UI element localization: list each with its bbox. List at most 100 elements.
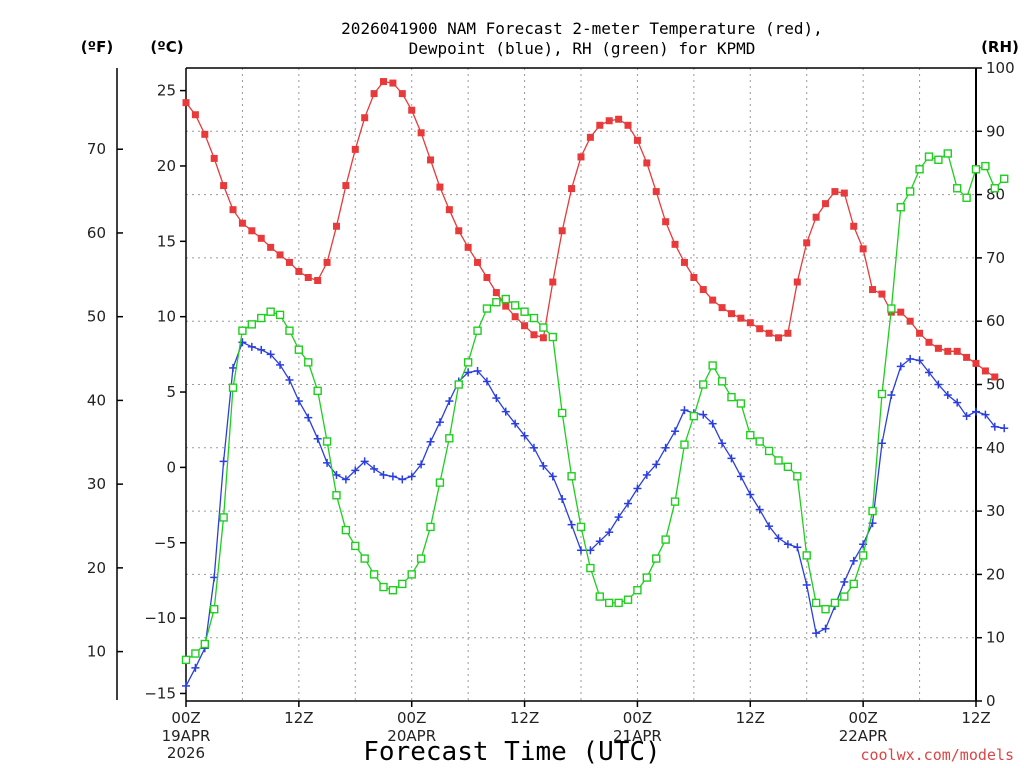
rh-point	[219, 513, 228, 522]
temperature-point	[709, 296, 717, 304]
temperature-point	[210, 154, 218, 162]
fahrenheit-tick-label: 70	[87, 140, 106, 158]
temperature-point	[737, 314, 745, 322]
rh-point	[830, 598, 840, 608]
temperature-point	[944, 347, 952, 355]
rh-point	[1000, 174, 1009, 183]
dewpoint-point	[755, 505, 764, 514]
rh-point	[510, 301, 520, 310]
celsius-tick-label: 20	[157, 157, 176, 175]
temperature-point	[502, 302, 510, 310]
rh-point	[849, 579, 858, 589]
temperature-point	[427, 156, 435, 164]
credit-text: coolwx.com/models	[860, 746, 1014, 764]
time-tick-label: 00Z	[171, 709, 200, 727]
dewpoint-point	[765, 522, 774, 531]
temperature-point	[276, 251, 284, 259]
dewpoint-point	[746, 490, 755, 499]
time-tick-label: 12Z	[736, 709, 765, 727]
temperature-point	[445, 206, 453, 214]
rh-point	[981, 161, 990, 171]
chart-title-line1: 2026041900 NAM Forecast 2-meter Temperat…	[341, 19, 823, 38]
dewpoint-point	[671, 427, 680, 436]
time-tick-year: 2026	[167, 744, 205, 762]
dewpoint-point	[633, 484, 642, 493]
dewpoint-point	[727, 454, 736, 463]
dewpoint-point	[783, 540, 792, 549]
dewpoint-point	[577, 546, 585, 555]
temperature-point	[398, 90, 406, 98]
temperature-point	[380, 78, 387, 86]
rh-point	[539, 323, 548, 332]
rh-point	[821, 605, 830, 614]
temperature-point	[191, 111, 199, 119]
rh-point	[811, 598, 821, 608]
dewpoint-point	[708, 419, 717, 428]
celsius-unit-label: (ºC)	[150, 38, 183, 56]
dewpoint-point	[990, 422, 999, 431]
dewpoint-point	[247, 342, 256, 351]
dewpoint-point	[953, 398, 962, 407]
temperature-point	[267, 243, 275, 251]
rh-tick-label: 60	[986, 312, 1005, 330]
dewpoint-point	[313, 434, 322, 443]
rh-point	[774, 456, 783, 465]
temperature-point	[182, 99, 190, 107]
rh-point	[520, 307, 529, 316]
rh-point	[670, 497, 680, 506]
rh-point	[934, 155, 943, 164]
dewpoint-point	[774, 534, 783, 543]
rh-point	[924, 152, 934, 161]
temperature-point	[257, 234, 265, 242]
dewpoint-point	[924, 368, 933, 377]
rh-tick-label: 50	[986, 376, 1005, 394]
rh-point	[294, 345, 304, 354]
rh-point	[699, 380, 708, 389]
dewpoint-point	[915, 356, 924, 365]
dewpoint-point	[877, 439, 886, 448]
temperature-point	[925, 338, 933, 346]
temperature-point	[304, 273, 312, 281]
temperature-point	[615, 115, 623, 123]
fahrenheit-ticks: 10 20 30 40 50 60 70	[87, 140, 123, 661]
rh-tick-label: 70	[986, 249, 1005, 267]
dewpoint-point	[962, 412, 971, 421]
rh-tick-label: 100	[986, 59, 1015, 77]
axes	[116, 67, 977, 702]
temperature-point	[897, 308, 905, 316]
dewpoint-point	[821, 624, 830, 633]
rh-point	[454, 380, 463, 389]
dewpoint-point	[812, 629, 821, 638]
rh-point	[962, 193, 971, 202]
time-tick-label: 12Z	[961, 709, 990, 727]
dewpoint-point	[482, 377, 491, 386]
time-tick-label: 12Z	[284, 709, 313, 727]
temperature-point	[408, 106, 416, 114]
celsius-ticks: −15 −10 −5 0 5 10 15 20 25	[144, 82, 186, 702]
temperature-point	[718, 304, 726, 312]
rh-point	[952, 184, 962, 193]
rh-point	[605, 598, 614, 608]
rh-point	[285, 326, 294, 335]
temperature-point	[295, 267, 303, 275]
temperature-point	[568, 185, 576, 193]
rh-point	[915, 165, 924, 174]
rh-point	[708, 361, 717, 370]
rh-point	[614, 598, 623, 608]
rh-point	[529, 313, 539, 323]
dewpoint-point	[680, 406, 689, 415]
rh-point	[426, 522, 435, 532]
temperature-point	[972, 359, 980, 367]
grid-lines	[186, 68, 976, 701]
fahrenheit-tick-label: 50	[87, 308, 106, 326]
temperature-point	[756, 325, 764, 333]
celsius-tick-label: 5	[166, 383, 176, 401]
celsius-tick-label: 10	[157, 308, 176, 326]
rh-point	[567, 472, 576, 481]
rh-point	[755, 437, 764, 446]
series-layer	[181, 78, 1009, 690]
temperature-point	[558, 227, 566, 235]
dewpoint-point	[972, 407, 980, 416]
temperature-point	[803, 239, 811, 247]
